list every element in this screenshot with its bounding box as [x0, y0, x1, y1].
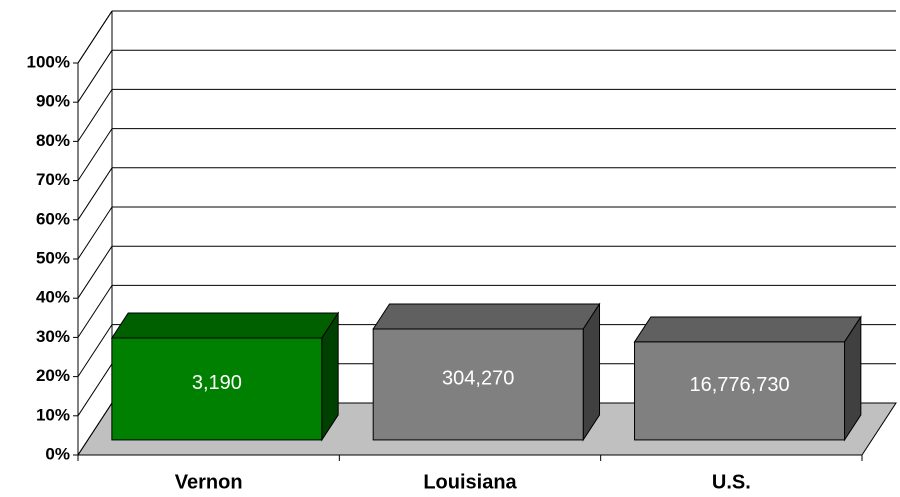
bar-top [633, 316, 862, 343]
x-tick-label: Vernon [175, 471, 243, 493]
side-grid-line [77, 363, 113, 417]
y-tick-label: 60% [36, 209, 70, 228]
side-grid-line [77, 128, 113, 181]
side-grid-line [77, 402, 113, 456]
y-tick-label: 50% [36, 248, 70, 267]
bar [111, 337, 323, 441]
side-grid-line [77, 10, 113, 64]
side-grid-line [77, 206, 113, 260]
side-grid-line [77, 245, 113, 299]
y-tick-label: 70% [36, 170, 70, 189]
data-label: 16,776,730 [689, 374, 789, 396]
side-grid-line [77, 324, 113, 377]
y-tick-label: 100% [27, 52, 70, 71]
side-grid-line [77, 49, 113, 103]
side-grid-line [77, 89, 113, 142]
y-tick-label: 80% [36, 131, 70, 150]
bar-top [110, 312, 340, 339]
y-tick-label: 20% [36, 366, 70, 385]
y-tick-label: 90% [36, 92, 70, 111]
bar-top [372, 303, 601, 330]
data-label: 3,190 [192, 372, 242, 394]
y-tick-label: 30% [36, 327, 70, 346]
bar-side [582, 302, 601, 442]
data-label: 304,270 [442, 368, 514, 390]
x-tick-label: Louisiana [423, 471, 517, 493]
bar [372, 328, 584, 441]
bar [634, 341, 846, 441]
x-tick-label: U.S. [712, 471, 751, 493]
side-grid-line [77, 167, 113, 221]
y-tick-label: 40% [36, 288, 70, 307]
y-tick-label: 0% [45, 444, 70, 463]
side-grid-line [77, 285, 113, 338]
y-tick-label: 10% [36, 405, 70, 424]
